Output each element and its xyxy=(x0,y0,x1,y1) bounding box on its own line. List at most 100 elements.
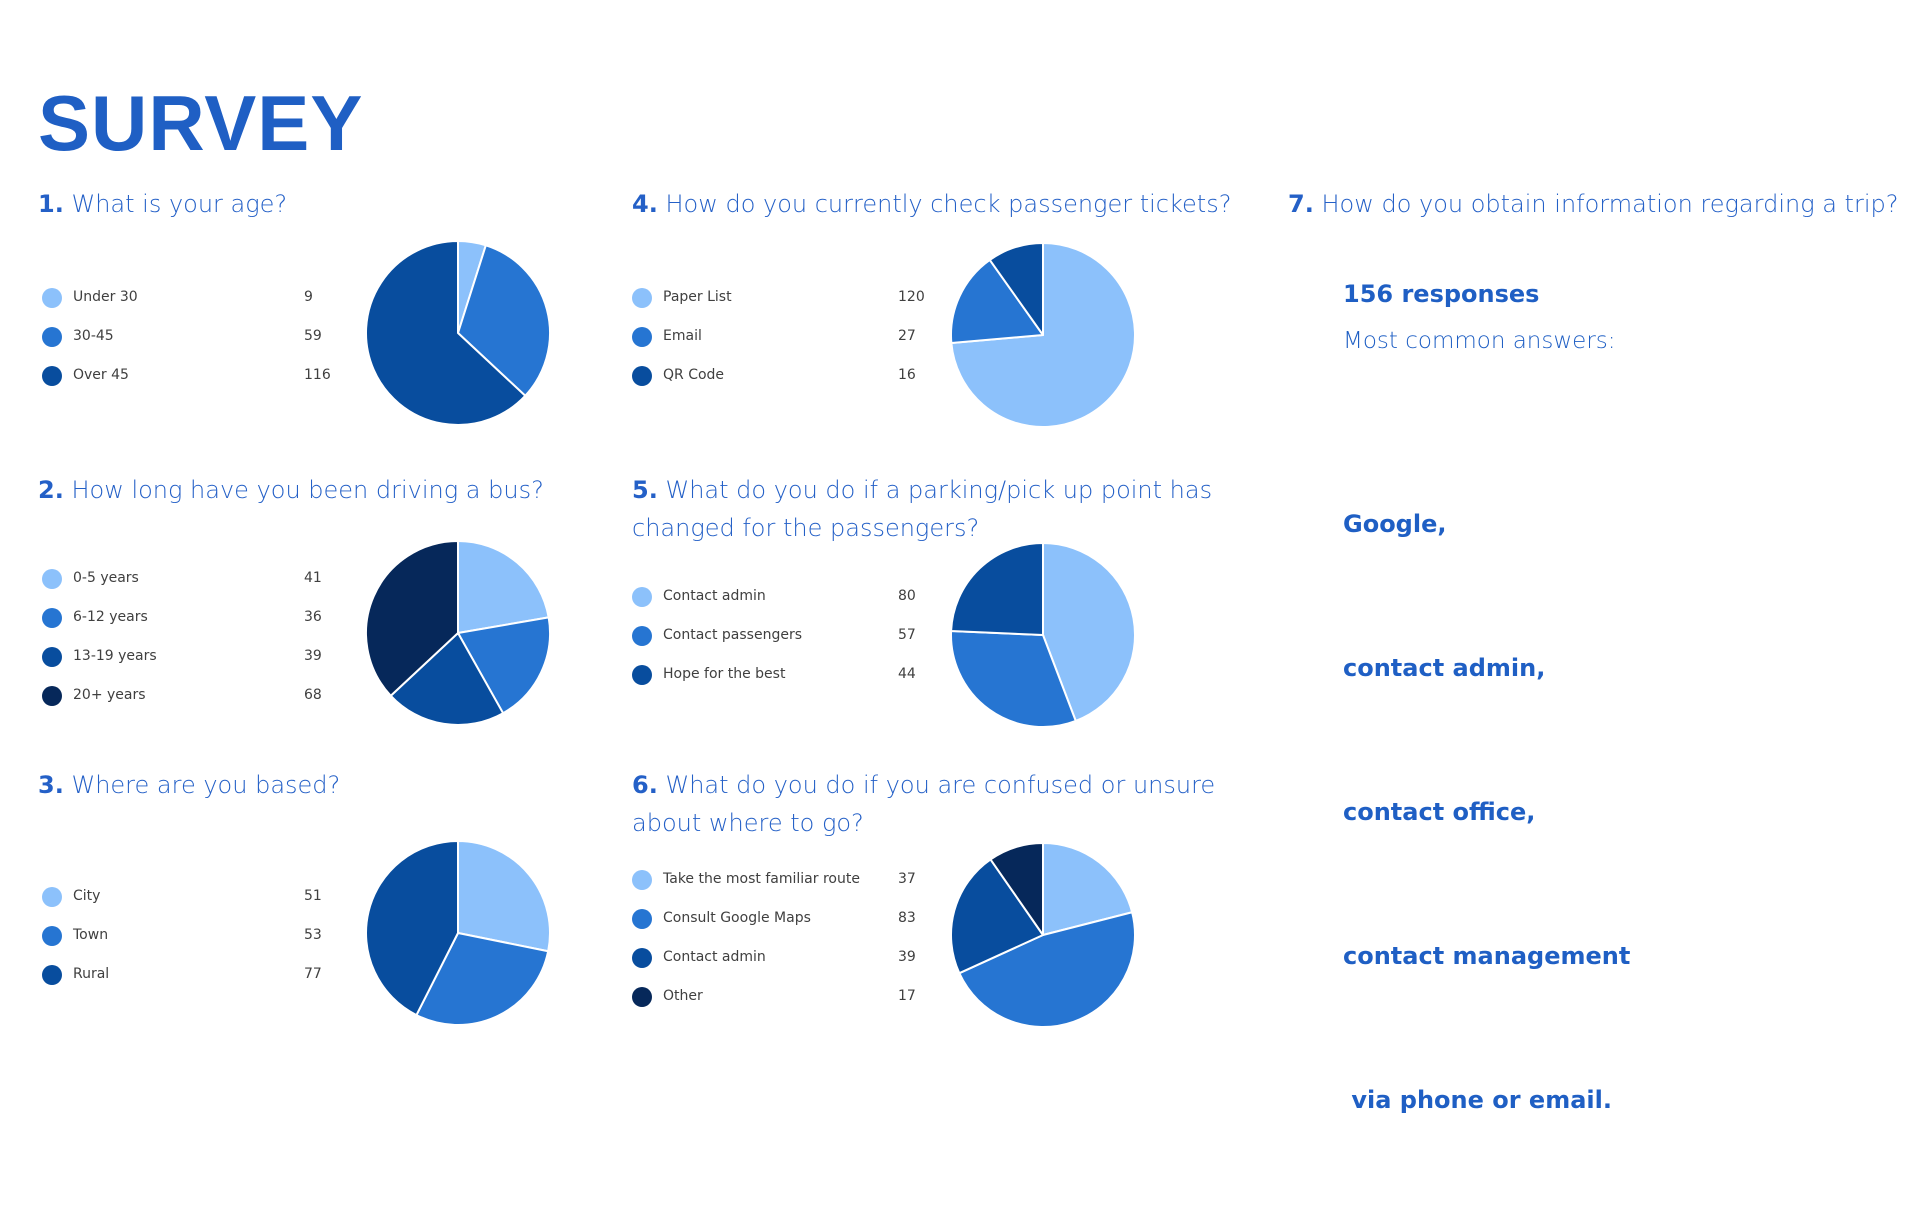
legend-label: Rural xyxy=(73,966,110,982)
legend-value: 80 xyxy=(898,588,916,604)
legend-item: Under 30 9 xyxy=(42,284,332,323)
pie-chart-driving-years xyxy=(365,540,551,726)
answer-item: contact admin, xyxy=(1343,654,1546,682)
pie-slice-contact-passengers xyxy=(950,630,1077,728)
legend-value: 36 xyxy=(304,609,322,625)
legend-swatch xyxy=(42,926,62,946)
legend-item: Email 27 xyxy=(632,323,932,362)
pie-chart-confused xyxy=(950,842,1136,1028)
question-number: 4. xyxy=(632,190,658,218)
question-4: 4. How do you currently check passenger … xyxy=(632,185,1272,223)
legend-item: Take the most familiar route 37 xyxy=(632,866,932,905)
legend-label: 0-5 years xyxy=(73,570,139,586)
pie-slice-hope-for-the-best xyxy=(950,542,1044,636)
legend-label: Paper List xyxy=(663,289,732,305)
legend-value: 120 xyxy=(898,289,925,305)
pie-slice-6-12-years xyxy=(457,616,551,715)
legend-6: Take the most familiar route 37 Consult … xyxy=(632,866,932,1022)
legend-label: Hope for the best xyxy=(663,666,786,682)
legend-label: QR Code xyxy=(663,367,725,383)
legend-value: 17 xyxy=(898,988,916,1004)
legend-value: 57 xyxy=(898,627,916,643)
legend-label: 20+ years xyxy=(73,687,146,703)
pie-chart-age xyxy=(365,240,551,426)
question-text: How do you currently check passenger tic… xyxy=(665,190,1232,218)
legend-value: 83 xyxy=(898,910,916,926)
pie-slice-over-45 xyxy=(365,240,527,426)
common-answers-label: Most common answers: xyxy=(1343,328,1616,354)
pie-slice-0-5-years xyxy=(457,540,550,634)
legend-value: 39 xyxy=(898,949,916,965)
legend-value: 37 xyxy=(898,871,916,887)
legend-item: Other 17 xyxy=(632,983,932,1022)
pie-slice-20-years xyxy=(365,540,459,697)
question-3: 3. Where are you based? xyxy=(38,766,558,804)
pie-slice-other xyxy=(989,842,1044,936)
legend-label: Over 45 xyxy=(73,367,129,383)
legend-swatch xyxy=(42,686,62,706)
pie-slice-contact-admin xyxy=(1042,542,1137,722)
question-number: 6. xyxy=(632,771,658,799)
legend-swatch xyxy=(42,569,62,589)
legend-2: 0-5 years 41 6-12 years 36 13-19 years 3… xyxy=(42,565,332,721)
legend-swatch xyxy=(632,909,652,929)
pie-slice-30-45 xyxy=(457,244,551,397)
legend-label: Take the most familiar route xyxy=(663,871,860,887)
legend-item: Hope for the best 44 xyxy=(632,661,932,700)
answers-list: Google, contact admin, contact office, c… xyxy=(1343,404,1630,1220)
legend-item: 13-19 years 39 xyxy=(42,643,332,682)
answer-item: via phone or email. xyxy=(1343,1086,1612,1114)
pie-slice-consult-google-maps xyxy=(958,911,1136,1028)
legend-value: 116 xyxy=(304,367,331,383)
pie-slice-city xyxy=(457,840,551,953)
question-number: 3. xyxy=(38,771,64,799)
pie-chart-parking-change xyxy=(950,542,1137,728)
question-number: 5. xyxy=(632,476,658,504)
legend-label: 13-19 years xyxy=(73,648,157,664)
legend-swatch xyxy=(42,887,62,907)
pie-slice-qr-code xyxy=(988,242,1044,336)
pie-slice-contact-admin xyxy=(950,858,1044,975)
question-text: What do you do if you are confused or un… xyxy=(632,771,1216,837)
legend-swatch xyxy=(632,327,652,347)
legend-item: Consult Google Maps 83 xyxy=(632,905,932,944)
question-number: 1. xyxy=(38,190,64,218)
legend-value: 16 xyxy=(898,367,916,383)
pie-slice-take-the-most-familiar-route xyxy=(1042,842,1134,936)
legend-1: Under 30 9 30-45 59 Over 45 116 xyxy=(42,284,332,401)
legend-label: Email xyxy=(663,328,702,344)
pie-chart-location xyxy=(365,840,551,1026)
legend-item: Over 45 116 xyxy=(42,362,332,401)
legend-4: Paper List 120 Email 27 QR Code 16 xyxy=(632,284,932,401)
question-number: 7. xyxy=(1288,190,1314,218)
q7-summary: 156 responses Most common answers: Googl… xyxy=(1343,280,1630,1220)
legend-item: Town 53 xyxy=(42,922,332,961)
legend-item: Contact admin 39 xyxy=(632,944,932,983)
legend-label: Consult Google Maps xyxy=(663,910,811,926)
legend-swatch xyxy=(42,608,62,628)
legend-value: 59 xyxy=(304,328,322,344)
question-7: 7. How do you obtain information regardi… xyxy=(1288,185,1908,223)
question-1: 1. What is your age? xyxy=(38,185,558,223)
legend-label: Contact admin xyxy=(663,949,766,965)
legend-swatch xyxy=(42,647,62,667)
legend-swatch xyxy=(632,288,652,308)
legend-5: Contact admin 80 Contact passengers 57 H… xyxy=(632,583,932,700)
legend-item: 30-45 59 xyxy=(42,323,332,362)
legend-swatch xyxy=(42,366,62,386)
question-text: What is your age? xyxy=(71,190,288,218)
legend-value: 41 xyxy=(304,570,322,586)
legend-label: Contact passengers xyxy=(663,627,803,643)
legend-value: 51 xyxy=(304,888,322,904)
legend-value: 9 xyxy=(304,289,313,305)
question-text: How long have you been driving a bus? xyxy=(71,476,544,504)
legend-swatch xyxy=(42,965,62,985)
pie-slice-email xyxy=(950,258,1044,344)
legend-item: 20+ years 68 xyxy=(42,682,332,721)
legend-value: 44 xyxy=(898,666,916,682)
legend-label: Under 30 xyxy=(73,289,138,305)
question-5: 5. What do you do if a parking/pick up p… xyxy=(632,471,1252,547)
legend-item: Paper List 120 xyxy=(632,284,932,323)
legend-swatch xyxy=(632,870,652,890)
legend-3: City 51 Town 53 Rural 77 xyxy=(42,883,332,1000)
